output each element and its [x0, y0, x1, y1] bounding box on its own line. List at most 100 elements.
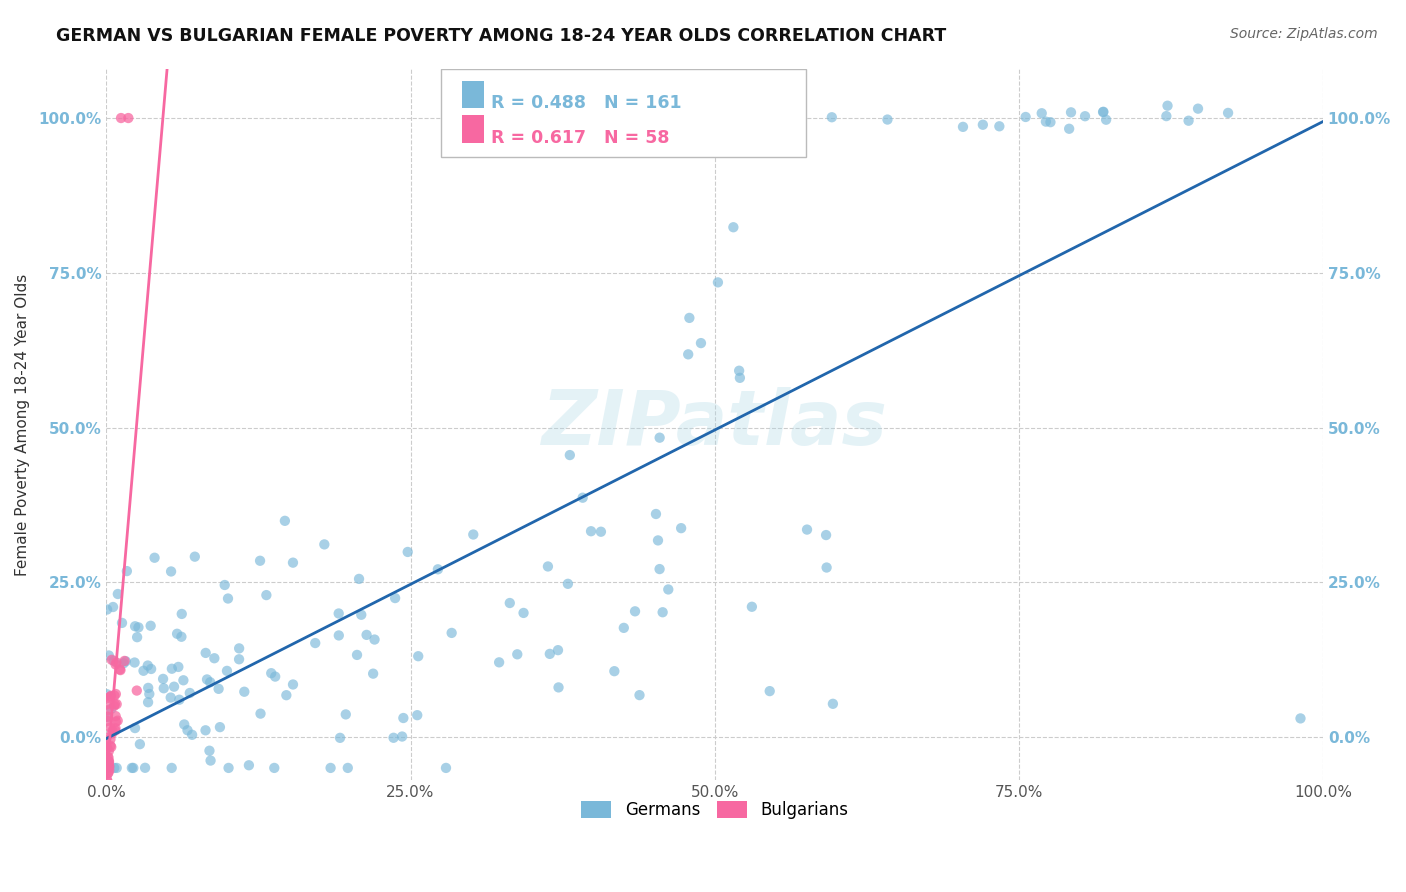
Germans — [391, 730, 413, 744]
Germans — [281, 677, 304, 691]
Bulgarians — [108, 662, 131, 676]
Text: ZIPatlas: ZIPatlas — [541, 387, 887, 461]
Bulgarians — [110, 111, 132, 125]
Germans — [651, 605, 673, 619]
Bulgarians — [97, 775, 120, 789]
Germans — [173, 717, 195, 731]
Germans — [208, 720, 231, 734]
Bulgarians — [100, 689, 122, 703]
Germans — [815, 528, 838, 542]
Germans — [139, 619, 162, 633]
Bulgarians — [96, 759, 118, 773]
Germans — [249, 554, 271, 568]
Text: R = 0.617   N = 58: R = 0.617 N = 58 — [491, 129, 669, 147]
Bulgarians — [97, 744, 120, 758]
Germans — [264, 670, 287, 684]
Germans — [101, 599, 124, 614]
Germans — [139, 662, 162, 676]
Germans — [335, 707, 357, 722]
Germans — [207, 681, 229, 696]
Germans — [1187, 102, 1209, 116]
Germans — [200, 754, 222, 768]
Bulgarians — [104, 721, 127, 735]
Germans — [160, 761, 183, 775]
Germans — [163, 680, 186, 694]
Germans — [647, 533, 669, 548]
Germans — [506, 648, 529, 662]
Germans — [571, 491, 593, 505]
Germans — [274, 514, 297, 528]
Germans — [426, 562, 449, 576]
Bulgarians — [100, 732, 122, 747]
Germans — [124, 721, 146, 735]
Germans — [127, 630, 149, 644]
Bulgarians — [104, 687, 127, 701]
Bulgarians — [104, 709, 127, 723]
Germans — [821, 110, 844, 124]
Bulgarians — [96, 780, 118, 794]
Germans — [228, 641, 250, 656]
Germans — [100, 702, 122, 716]
Bulgarians — [97, 755, 120, 769]
Germans — [1156, 99, 1178, 113]
Bulgarians — [96, 714, 118, 728]
Germans — [406, 708, 429, 723]
Bulgarians — [98, 755, 121, 769]
Germans — [1156, 109, 1178, 123]
Bulgarians — [97, 749, 120, 764]
Germans — [741, 599, 763, 614]
Bulgarians — [97, 703, 120, 717]
Germans — [613, 621, 636, 635]
Bulgarians — [114, 654, 136, 668]
Germans — [281, 556, 304, 570]
Bulgarians — [97, 758, 120, 772]
Bulgarians — [97, 766, 120, 780]
Germans — [304, 636, 326, 650]
Germans — [114, 654, 136, 668]
Bulgarians — [98, 764, 121, 778]
Bulgarians — [96, 756, 118, 770]
Germans — [202, 651, 225, 665]
Germans — [152, 672, 174, 686]
Bulgarians — [96, 772, 118, 786]
Bulgarians — [110, 663, 132, 677]
Bulgarians — [101, 726, 124, 740]
Bulgarians — [103, 698, 125, 713]
Germans — [361, 666, 384, 681]
Germans — [328, 628, 350, 642]
Germans — [254, 588, 277, 602]
Germans — [876, 112, 898, 127]
Germans — [382, 731, 405, 745]
Bulgarians — [104, 714, 127, 729]
Germans — [728, 371, 751, 385]
Germans — [434, 761, 457, 775]
Germans — [152, 681, 174, 696]
Germans — [198, 675, 221, 690]
Germans — [96, 602, 118, 616]
Germans — [159, 690, 181, 705]
Germans — [690, 336, 713, 351]
Germans — [160, 565, 183, 579]
Germans — [103, 761, 125, 775]
Germans — [195, 673, 218, 687]
Germans — [238, 758, 260, 772]
Germans — [1216, 106, 1239, 120]
Bulgarians — [104, 697, 127, 711]
Germans — [406, 649, 429, 664]
Germans — [134, 761, 156, 775]
Germans — [179, 686, 201, 700]
Germans — [105, 761, 128, 775]
Germans — [136, 681, 159, 695]
Germans — [111, 615, 134, 630]
Germans — [363, 632, 385, 647]
Germans — [952, 120, 974, 134]
Germans — [314, 537, 336, 551]
Bulgarians — [98, 690, 121, 704]
Germans — [589, 524, 612, 539]
Germans — [132, 664, 155, 678]
Germans — [121, 761, 143, 775]
Germans — [198, 744, 221, 758]
Bulgarians — [105, 697, 128, 711]
Germans — [1039, 115, 1062, 129]
Germans — [1289, 711, 1312, 725]
